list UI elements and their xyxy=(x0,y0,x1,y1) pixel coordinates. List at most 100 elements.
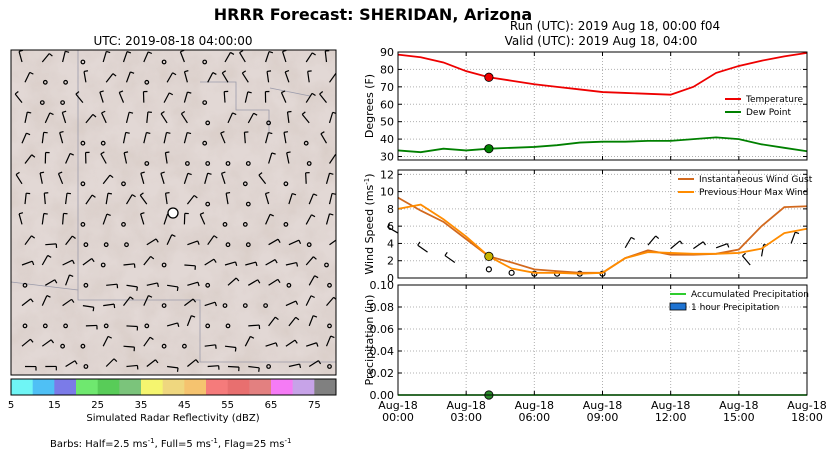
wind-barb-flag xyxy=(297,263,298,267)
y-tick-label: 10 xyxy=(380,186,394,199)
x-tick-label: 03:00 xyxy=(450,411,482,424)
wind-barb-flag xyxy=(108,193,112,194)
valid-time-marker xyxy=(485,144,493,152)
legend-label: 1 hour Precipitation xyxy=(691,303,779,313)
valid-time-marker xyxy=(485,73,493,81)
colorbar-tick-label: 65 xyxy=(265,400,278,411)
colorbar-tick-label: 5 xyxy=(8,400,14,411)
wind-barb-flag xyxy=(84,71,88,72)
legend-label: Previous Hour Max Wind xyxy=(699,188,809,198)
y-tick-label: 70 xyxy=(380,81,394,94)
y-axis-label: Precipitation (in) xyxy=(363,295,376,386)
colorbar-swatch xyxy=(206,379,228,395)
y-tick-label: 8 xyxy=(387,203,394,216)
wind-barb-flag xyxy=(339,238,341,241)
colorbar-swatch xyxy=(98,379,120,395)
valid-label: Valid (UTC): 2019 Aug 18, 04:00 xyxy=(505,34,698,48)
y-tick-label: 4 xyxy=(387,237,394,250)
wind-barb-flag xyxy=(165,152,169,153)
station-marker xyxy=(168,208,178,218)
legend-label: Temperature xyxy=(745,95,803,105)
legend-label: Dew Point xyxy=(746,108,792,118)
wind-barb-flag xyxy=(67,193,71,194)
series-calm-marker xyxy=(509,270,514,275)
wind-barb-flag xyxy=(177,287,178,291)
colorbar-tick-label: 15 xyxy=(48,400,61,411)
colorbar-swatch xyxy=(271,379,293,395)
y-axis-label: Degrees (F) xyxy=(363,74,376,138)
y-tick-label: 40 xyxy=(380,133,394,146)
colorbar-swatch xyxy=(228,379,250,395)
y-tick-label: 12 xyxy=(380,168,394,181)
wind-barb-flag xyxy=(166,132,170,133)
wind-barb-flag xyxy=(126,132,130,133)
barbs-note: Barbs: Half=2.5 ms-1, Full=5 ms-1, Flag=… xyxy=(50,437,291,450)
wind-barb-flag xyxy=(137,287,138,291)
wind-barb-flag xyxy=(166,193,170,194)
wind-barb xyxy=(184,265,195,266)
colorbar-label: Simulated Radar Reflectivity (dBZ) xyxy=(86,413,259,424)
map-panel xyxy=(11,50,341,375)
colorbar-tick-label: 45 xyxy=(178,400,191,411)
wind-barb-flag xyxy=(93,307,94,311)
wind-barb-flag xyxy=(308,71,312,72)
x-tick-label: 18:00 xyxy=(791,411,823,424)
wind-barb-flag xyxy=(44,132,48,133)
wind-barb xyxy=(306,173,307,184)
wind-barb-flag xyxy=(124,152,128,153)
wind-barb-flag xyxy=(158,283,159,287)
x-tick-label: 15:00 xyxy=(723,411,755,424)
y-tick-label: 30 xyxy=(380,151,394,164)
colorbar-tick-label: 25 xyxy=(91,400,104,411)
wind-barb-flag xyxy=(226,193,230,194)
wind-barb xyxy=(248,325,259,326)
wind-barb-flag xyxy=(284,132,288,133)
figure-title: HRRR Forecast: SHERIDAN, Arizona xyxy=(214,5,532,24)
colorbar-tick-label: 55 xyxy=(221,400,234,411)
y-tick-label: 50 xyxy=(380,116,394,129)
series-calm-marker xyxy=(486,267,491,272)
colorbar-tick-label: 75 xyxy=(308,400,321,411)
y-tick-label: 90 xyxy=(380,46,394,59)
colorbar-swatch xyxy=(163,379,185,395)
wind-barb xyxy=(127,326,138,327)
legend-swatch xyxy=(670,303,686,310)
wind-barb xyxy=(228,367,239,368)
time-axis: Aug-1800:00Aug-1803:00Aug-1806:00Aug-180… xyxy=(378,399,826,424)
colorbar-swatch xyxy=(249,379,271,395)
run-label: Run (UTC): 2019 Aug 18, 00:00 f04 xyxy=(510,19,720,33)
colorbar-swatch xyxy=(314,379,336,395)
colorbar: 5 15 25 35 45 55 65 75 xyxy=(8,379,336,411)
colorbar-swatch xyxy=(141,379,163,395)
y-tick-label: 2 xyxy=(387,255,394,268)
colorbar-swatch xyxy=(119,379,141,395)
x-tick-label: 00:00 xyxy=(382,411,414,424)
colorbar-swatch xyxy=(11,379,33,395)
valid-time-marker xyxy=(485,252,493,260)
x-tick-label: 06:00 xyxy=(518,411,550,424)
colorbar-swatch xyxy=(293,379,315,395)
legend-label: Accumulated Precipitation xyxy=(691,290,809,300)
wind-barb-flag xyxy=(114,304,115,308)
wind-barb-flag xyxy=(27,112,31,113)
wind-barb-flag xyxy=(287,152,291,153)
colorbar-swatch xyxy=(76,379,98,395)
x-tick-label: 12:00 xyxy=(655,411,687,424)
temperature-panel: 30 40 50 60 70 80 90 Degrees (F) Temperature Dew … xyxy=(363,46,807,164)
wind-barb-flag xyxy=(40,172,44,173)
legend-label: Instantaneous Wind Gust xyxy=(699,175,813,185)
wind-barb-flag xyxy=(216,345,217,349)
map-utc-label: UTC: 2019-08-18 04:00:00 xyxy=(93,34,252,48)
colorbar-swatch xyxy=(54,379,76,395)
y-tick-label: 80 xyxy=(380,63,394,76)
wind-barb xyxy=(45,244,56,245)
wind-barb-flag xyxy=(44,214,48,215)
colorbar-tick-label: 35 xyxy=(135,400,148,411)
x-tick-label: 09:00 xyxy=(587,411,619,424)
wind-barb xyxy=(224,92,225,103)
y-axis-label: Wind Speed (ms-1) xyxy=(363,173,376,274)
y-tick-label: 60 xyxy=(380,98,394,111)
